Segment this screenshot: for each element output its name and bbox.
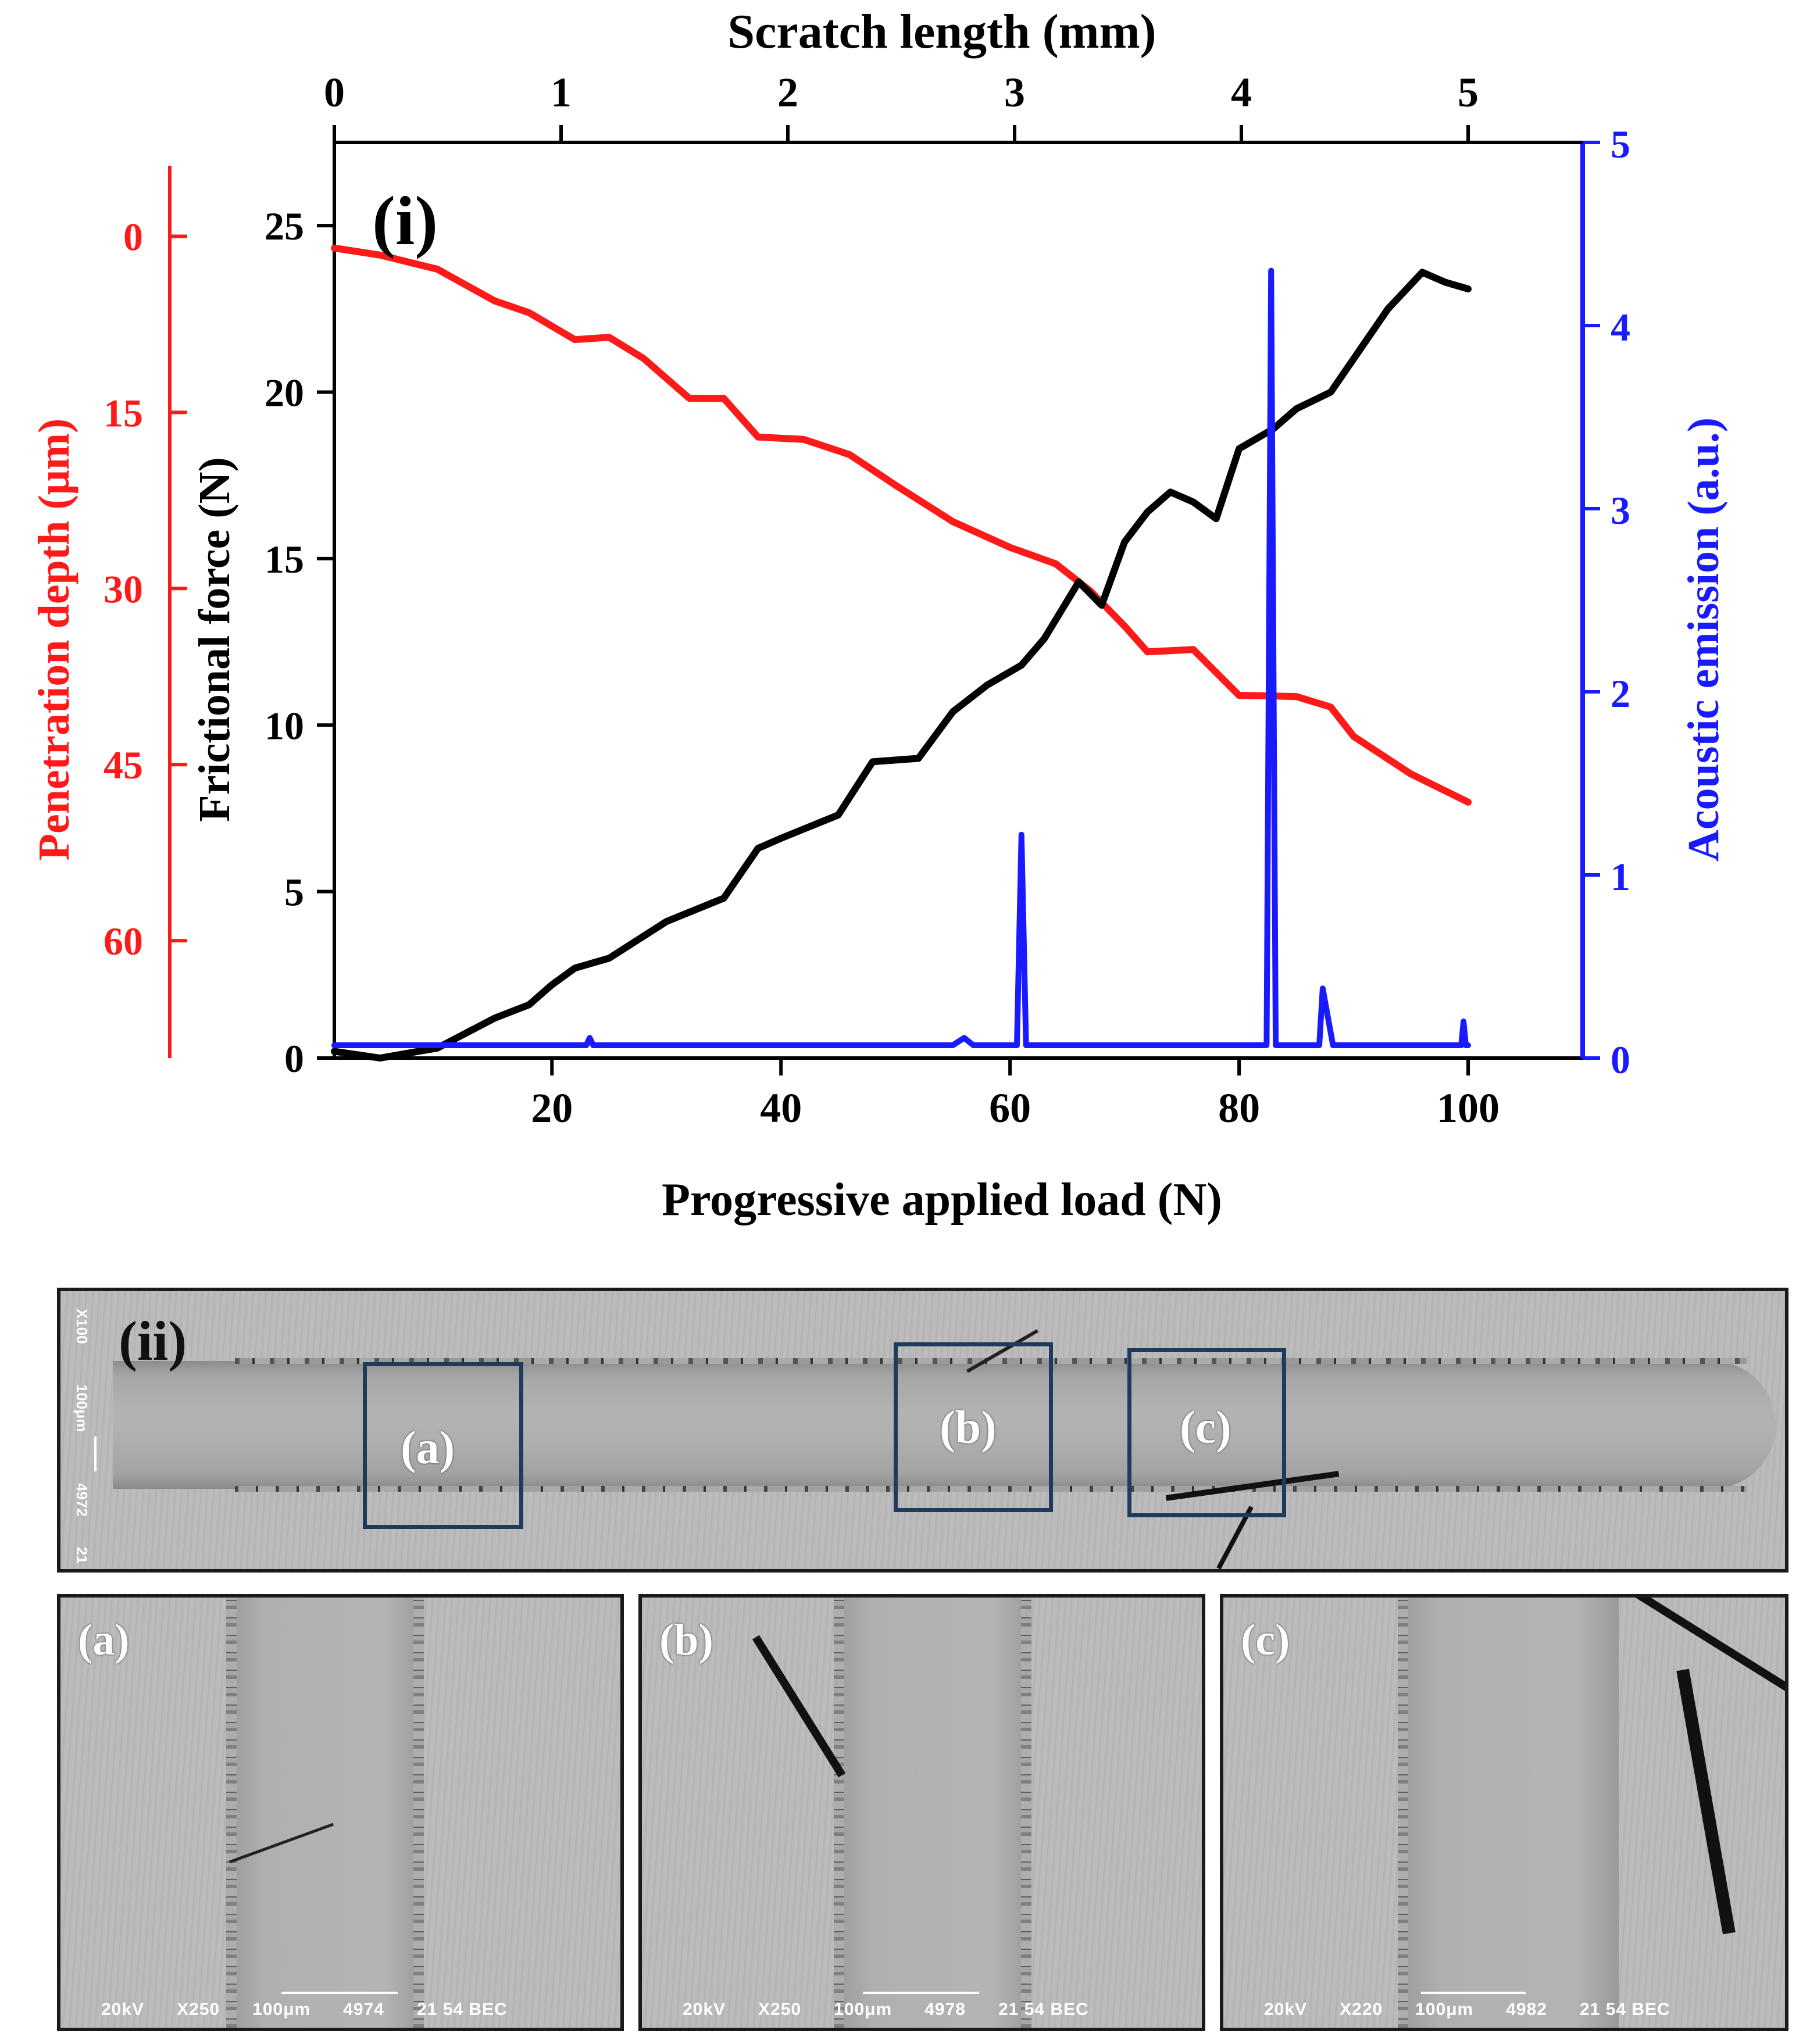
edge-a-right — [413, 1598, 424, 2028]
crack-b-dark — [752, 1635, 846, 1778]
friction-tick-label: 25 — [265, 204, 304, 248]
depth-axis-title: Penetration depth (μm) — [30, 419, 78, 861]
acoustic-axis-title: Acoustic emission (a.u.) — [1679, 417, 1728, 862]
friction-axis-title: Frictional force (N) — [190, 457, 239, 821]
crack-c-main — [1676, 1668, 1736, 1935]
sem-subpanel-b: (b) 20kV X250 100μm 4978 21 54 BEC — [638, 1594, 1205, 2031]
track-c — [1398, 1598, 1619, 2028]
x-tick-label: 20 — [531, 1085, 573, 1131]
acoustic-tick-label: 0 — [1611, 1038, 1630, 1082]
depth-tick-label: 0 — [123, 215, 143, 259]
acoustic-tick-label: 3 — [1611, 488, 1630, 533]
acoustic-tick-label: 1 — [1611, 855, 1630, 899]
x-tick-label: 40 — [760, 1085, 802, 1131]
acoustic-tick-label: 4 — [1611, 305, 1630, 349]
edge-b-left — [834, 1598, 844, 2028]
scratch-track — [113, 1361, 1776, 1489]
x-tick-label: 100 — [1437, 1085, 1500, 1131]
crack-c-branch — [1631, 1598, 1785, 1697]
track-a — [226, 1598, 424, 2028]
overview-info-mag: X100 — [73, 1309, 91, 1344]
depth-tick-label: 60 — [103, 919, 143, 963]
top-tick-label: 2 — [777, 69, 798, 116]
subpanel-label-c: (c) — [1241, 1616, 1290, 1664]
acoustic-tick-label: 2 — [1611, 671, 1630, 716]
roi-label-a: (a) — [401, 1423, 455, 1474]
top-tick-label: 0 — [324, 69, 345, 116]
x-tick-label: 80 — [1218, 1085, 1260, 1131]
edge-c-left — [1398, 1598, 1408, 2028]
axis-texts: (i) Scratch length (mm) Progressive appl… — [30, 5, 1728, 1225]
roi-box-a — [363, 1362, 523, 1529]
edge-b-right — [1021, 1598, 1031, 2028]
roi-box-b — [894, 1342, 1053, 1512]
sem-subpanel-a: (a) 20kV X250 100μm 4974 21 54 BEC — [57, 1594, 624, 2031]
subpanel-info-a: 20kV X250 100μm 4974 21 54 BEC — [101, 2000, 508, 2019]
acoustic-series-line — [331, 267, 1471, 1048]
roi-label-c: (c) — [1180, 1402, 1231, 1453]
subpanel-info-c: 20kV X220 100μm 4982 21 54 BEC — [1264, 2000, 1670, 2019]
top-tick-label: 1 — [551, 69, 572, 116]
top-tick-label: 4 — [1231, 69, 1252, 116]
overview-info-code: 21 — [73, 1547, 91, 1564]
subpanel-info-b: 20kV X250 100μm 4978 21 54 BEC — [683, 2000, 1089, 2019]
subpanel-label-b: (b) — [659, 1616, 713, 1664]
track-b — [834, 1598, 1031, 2028]
friction-tick-label: 5 — [284, 870, 304, 914]
top-tick-label: 5 — [1458, 69, 1479, 116]
x-axis-title: Progressive applied load (N) — [662, 1174, 1222, 1225]
friction-tick-label: 15 — [265, 537, 304, 581]
overview-info-id: 4972 — [73, 1483, 91, 1517]
depth-series-line — [331, 244, 1472, 806]
depth-tick-label: 30 — [103, 567, 143, 611]
scale-bar-a — [281, 1992, 398, 1994]
overview-info-scale: 100μm — [73, 1384, 91, 1432]
panel-label-ii: (ii) — [119, 1310, 187, 1372]
depth-tick-label: 45 — [103, 743, 143, 787]
scale-bar-c — [1421, 1992, 1526, 1994]
overview-scale-bar — [94, 1436, 97, 1471]
track-lower-edge — [235, 1486, 1747, 1492]
friction-tick-label: 0 — [284, 1037, 304, 1081]
edge-a-left — [226, 1598, 237, 2028]
top-axis-title: Scratch length (mm) — [727, 5, 1156, 59]
roi-box-c — [1127, 1348, 1286, 1517]
scale-bar-b — [863, 1992, 979, 1994]
panel-label-i: (i) — [372, 182, 438, 259]
friction-tick-label: 10 — [265, 703, 304, 748]
acoustic-tick-label: 5 — [1611, 122, 1630, 166]
depth-tick-label: 15 — [103, 391, 143, 435]
top-tick-label: 3 — [1004, 69, 1025, 116]
roi-label-b: (b) — [940, 1402, 997, 1453]
series — [331, 244, 1472, 1062]
sem-subpanel-c: (c) 20kV X220 100μm 4982 21 54 BEC — [1220, 1594, 1788, 2031]
track-upper-edge — [235, 1358, 1747, 1364]
subpanel-label-a: (a) — [78, 1616, 130, 1664]
friction-tick-label: 20 — [265, 371, 304, 415]
x-tick-label: 60 — [989, 1085, 1031, 1131]
friction-series-line — [331, 269, 1472, 1062]
sem-overview-panel: (ii) X100 100μm 4972 21 (a) (b) (c) — [57, 1288, 1788, 1573]
